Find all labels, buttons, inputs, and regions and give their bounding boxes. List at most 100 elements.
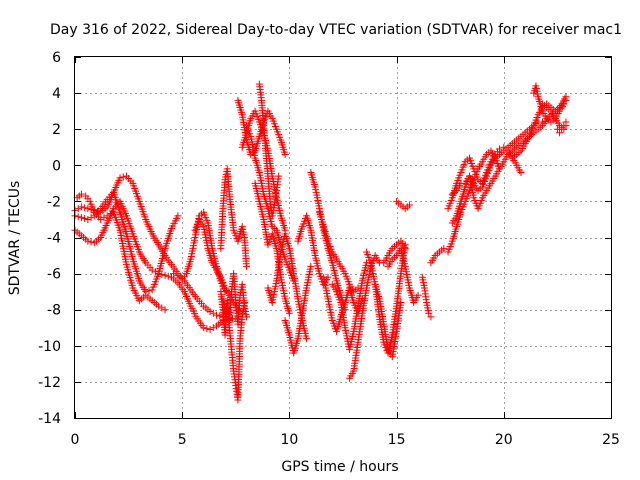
data-point [206,326,214,334]
series-arc-b [71,197,227,334]
data-point-fill [81,204,89,212]
data-point [556,129,564,137]
data-point [77,214,85,222]
data-point [558,125,566,133]
x-tick-labels: 0 5 10 15 20 25 [71,432,620,448]
series-arc-d [73,190,169,314]
series-arc-ac [427,244,448,267]
y-tick-label: -14 [38,411,61,427]
data-point [97,215,105,223]
y-tick-label: 4 [52,86,61,102]
series-arc-ai [530,82,568,126]
x-tick-label: 0 [71,432,80,448]
data-point [243,313,251,321]
data-point [243,262,251,270]
chart-title: Day 316 of 2022, Sidereal Day-to-day VTE… [50,22,622,38]
series-arc-p [281,262,315,357]
data-point-fill [151,268,159,276]
data-point [116,174,124,182]
data-point [560,100,568,108]
x-tick-label: 15 [388,432,406,448]
series-arc-ak [553,118,570,137]
series-arc-v [345,252,383,382]
data-point-fill [87,238,95,246]
series-arc-h [219,270,251,328]
data-point [275,172,283,180]
data-point [307,262,315,270]
data-point-fill [74,205,82,213]
data-point-fill [158,304,166,312]
data-point [174,212,182,220]
axis-ticks [75,57,612,419]
series-arc-x [371,280,405,361]
y-tick-labels: -14 -12 -10 -8 -6 -4 -2 0 2 4 6 [38,50,61,427]
y-tick-label: 2 [52,122,61,138]
data-point-fill [209,309,217,317]
data-point [84,215,92,223]
data-point-fill [81,215,89,223]
data-point [440,244,448,252]
series-arc-y [384,244,422,306]
data-point [560,122,568,130]
x-tick-label: 20 [495,432,513,448]
y-tick-label: -8 [47,303,61,319]
data-point [414,291,422,299]
data-point-fill [216,312,224,320]
series-arc-aa [393,197,413,213]
data-point [425,309,433,317]
data-point-fill [87,214,95,222]
data-point [84,237,92,245]
data-point [77,203,85,211]
data-point-fill [209,324,217,332]
series-arc-ae [444,143,525,213]
data-point-fill [145,287,153,295]
series-arc-ah [508,96,570,162]
data-points [71,80,570,404]
y-tick-label: -6 [47,267,61,283]
series-arc-l [243,122,298,285]
x-tick-label: 5 [178,432,187,448]
data-point-fill [106,210,114,218]
data-point [562,96,570,104]
data-point [206,308,214,316]
series-arc-z [380,237,409,267]
series-arc-q [294,212,332,288]
data-point [427,313,435,321]
data-point [303,335,311,343]
data-point [562,118,570,126]
data-point [84,205,92,213]
data-point [148,266,156,274]
y-axis-label: SDTVAR / TECUs [7,181,23,296]
series-arc-r [307,169,349,314]
y-tick-label: 6 [52,50,61,66]
data-point [213,311,221,319]
data-point [103,212,111,220]
data-point [397,298,405,306]
data-point [155,302,163,310]
y-tick-label: -2 [47,194,61,210]
y-tick-label: -4 [47,231,61,247]
data-point [281,150,289,158]
data-point-fill [164,272,172,280]
series-arc-m [255,80,283,220]
data-point [405,201,413,209]
data-point-fill [100,214,108,222]
data-point [77,190,85,198]
series-arc-i [217,165,251,270]
data-point [200,324,208,332]
data-point [517,169,525,177]
data-point-fill [74,213,82,221]
x-tick-label: 25 [602,432,620,448]
y-tick-label: -10 [38,339,61,355]
x-tick-label: 10 [280,432,298,448]
series-arc-a [71,172,240,323]
data-point-fill [203,325,211,333]
data-point [161,271,169,279]
data-point [161,306,169,314]
data-point [401,244,409,252]
series-arc-u [328,259,371,353]
plot-frame [74,56,612,419]
grid-lines [75,57,611,418]
data-point [170,270,178,278]
